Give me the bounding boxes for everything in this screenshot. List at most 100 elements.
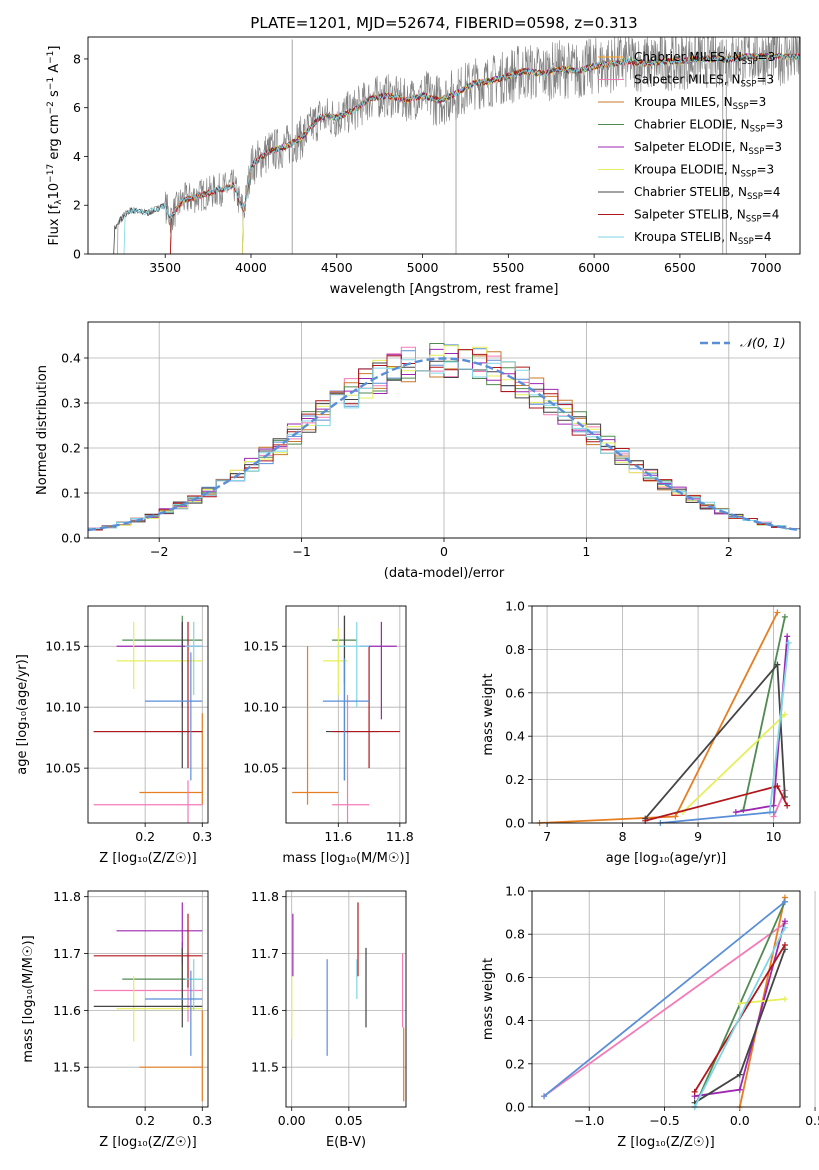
mass-weight-marker (781, 996, 788, 1002)
y-axis-label-part: Flux [f (47, 204, 62, 245)
mass_vs_ebv-axes: 0.00 0.05 11.5 11.6 11.7 11.8 (251, 889, 406, 1128)
y-tick-label: 0.6 (505, 685, 525, 700)
mass-weight-marker (736, 1071, 743, 1078)
mass-weight-marker (774, 609, 781, 616)
weight_vs_age-frame (531, 605, 801, 824)
legend-label: Salpeter ELODIE, NSSP=3 (634, 140, 782, 157)
legend-label-sub: SSP (738, 237, 754, 247)
x-tick-label: −2 (150, 544, 168, 559)
mass-weight-line (543, 901, 786, 1097)
mass-weight-line (768, 642, 790, 813)
y-tick-label: 10.15 (243, 639, 279, 654)
x-axis-label: age [log₁₀(age/yr)] (606, 851, 727, 866)
x-tick-label: 6000 (578, 260, 610, 275)
mass-weight-marker (736, 1086, 743, 1093)
y-axis-label-part: −2 (46, 101, 56, 114)
x-axis-label: Z [log₁₀(Z/Z☉)] (617, 1135, 714, 1150)
x-tick-label: −1 (292, 544, 310, 559)
mass-weight-marker (781, 898, 788, 905)
mass_vs_ebv-frame (285, 890, 407, 1108)
y-axis-label: Normed distribution (35, 365, 50, 495)
x-tick-label: 0.5 (805, 1113, 819, 1128)
weight_vs_age-axes: 7 8 9 10 0.0 0.2 0.4 0.6 0.8 1.0 (505, 599, 800, 844)
legend-label-suffix: =3 (766, 118, 784, 132)
mass-weight-marker (770, 809, 777, 816)
legend-label-suffix: =3 (764, 140, 782, 154)
mass-weight-line (660, 811, 774, 823)
y-tick-label: 0.0 (505, 816, 525, 831)
legend-label: Chabrier ELODIE, NSSP=3 (634, 118, 783, 135)
x-tick-label: 6500 (664, 260, 696, 275)
legend-label-sub: SSP (742, 57, 758, 67)
chart-title: PLATE=1201, MJD=52674, FIBERID=0598, z=0… (250, 14, 637, 32)
y-tick-label: 11.6 (53, 1003, 81, 1018)
y-tick-label: 6 (73, 100, 81, 115)
mass-weight-line (644, 662, 786, 820)
legend-label-sub: SSP (747, 192, 763, 202)
x-tick-label: 11.6 (324, 829, 352, 844)
y-axis-label: mass weight (481, 673, 496, 755)
y-axis-label-part: −1 (46, 51, 56, 64)
mass-weight-marker (774, 783, 781, 790)
legend-label-suffix: =3 (749, 95, 767, 109)
legend-label-text: Kroupa MILES, N (634, 95, 733, 109)
y-tick-label: 10.15 (45, 639, 81, 654)
y-axis-label: Flux [fλ10−17 erg cm−2 s−1 A−1] (46, 46, 64, 246)
y-axis-label-part: −1 (46, 77, 56, 90)
x-tick-label: 9 (694, 829, 702, 844)
y-axis-label-part: A (47, 64, 62, 77)
mass-weight-line (543, 922, 786, 1097)
mass-weight-marker (541, 1093, 548, 1100)
legend-label-suffix: =4 (754, 230, 772, 244)
spectrum-axes: 3500 4000 4500 5000 5500 6000 6500 7000 0 2 4 6 8 (73, 51, 782, 275)
y-tick-label: 11.8 (53, 889, 81, 904)
y-tick-label: 0.2 (505, 1056, 525, 1071)
y-tick-label: 2 (73, 198, 81, 213)
x-tick-label: 0.3 (192, 1113, 212, 1128)
x-tick-label: 8 (619, 829, 627, 844)
legend-label-text: Chabrier STELIB, N (634, 185, 747, 199)
legend-label-sub: SSP (741, 170, 757, 180)
mass-weight-marker (781, 613, 788, 620)
spectrum-frame (87, 36, 801, 255)
y-tick-label: 10.10 (243, 700, 279, 715)
x-tick-label: 0.2 (135, 829, 155, 844)
y-tick-label: 0.4 (61, 351, 81, 366)
legend-label: Chabrier STELIB, NSSP=4 (634, 185, 781, 202)
y-axis-label-part: erg cm (47, 114, 62, 163)
x-tick-label: 5000 (407, 260, 439, 275)
x-axis-label: (data-model)/error (384, 566, 505, 581)
y-tick-label: 11.7 (53, 946, 81, 961)
y-axis-label-part: 10 (47, 183, 62, 200)
legend-label-suffix: =4 (763, 185, 781, 199)
x-axis-label: E(B-V) (326, 1135, 366, 1150)
y-tick-label: 1.0 (505, 884, 525, 899)
legend-label-sub: SSP (748, 147, 764, 157)
legend-label: 𝒩(0, 1) (740, 335, 786, 350)
legend-label: Salpeter STELIB, NSSP=4 (634, 208, 779, 225)
x-tick-label: 0.3 (192, 829, 212, 844)
y-tick-label: 1.0 (505, 599, 525, 614)
mass-weight-marker (774, 661, 781, 668)
y-tick-label: 0.2 (61, 441, 81, 456)
model-spectrum-line (123, 52, 800, 254)
y-axis-label: mass weight (481, 958, 496, 1040)
y-axis-label-part: −17 (46, 164, 56, 183)
y-tick-label: 0.6 (505, 970, 525, 985)
mass-weight-marker (691, 1088, 698, 1095)
x-axis-label: wavelength [Angstrom, rest frame] (330, 282, 559, 297)
legend-label-text: Salpeter STELIB, N (634, 208, 746, 222)
age_vs_Z-frame (87, 605, 209, 824)
mass-weight-marker (784, 633, 791, 640)
legend-label: Kroupa STELIB, NSSP=4 (634, 230, 772, 247)
mass-weight-line (693, 927, 786, 1107)
mass-weight-marker (785, 639, 792, 646)
legend-label-text: Salpeter MILES, N (634, 73, 741, 87)
age_vs_Z-axes: 0.2 0.3 10.05 10.10 10.15 (45, 606, 212, 844)
mass-weight-marker (781, 924, 788, 931)
x-tick-label: 0 (440, 544, 448, 559)
mass-weight-marker (784, 802, 791, 809)
legend-label-text: Chabrier MILES, N (634, 50, 742, 64)
model-spectrum-line (170, 52, 800, 254)
